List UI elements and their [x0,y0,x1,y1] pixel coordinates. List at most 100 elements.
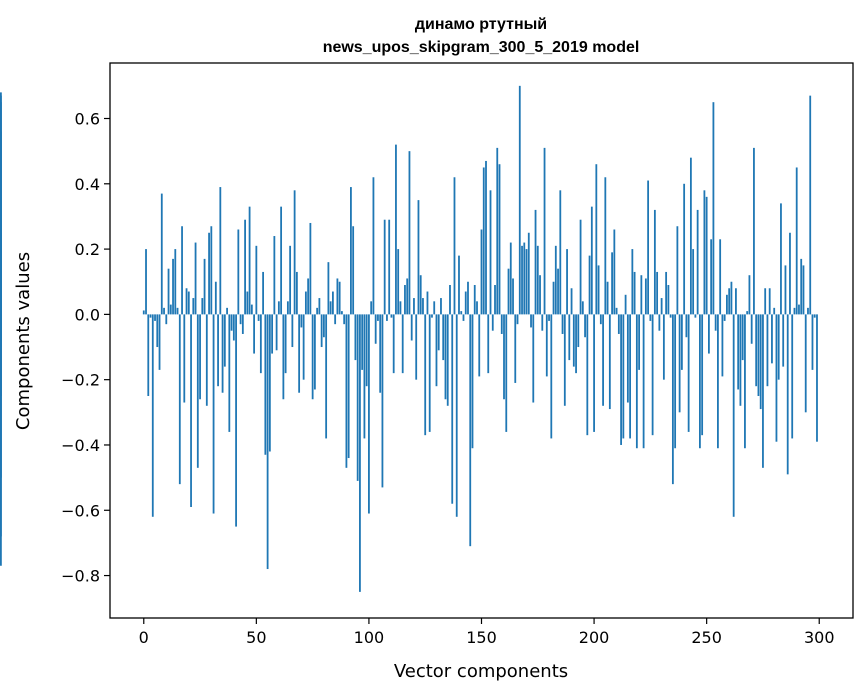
bar-80 [322,314,325,338]
bar-263 [735,288,737,315]
bar-44 [241,314,244,334]
bar-223 [644,278,647,315]
bar-98 [363,314,366,439]
bar-274 [759,314,762,410]
bar-115 [401,314,404,374]
bar-255 [717,314,719,449]
bar-260 [728,288,731,315]
bar-62 [282,314,285,400]
bar-208 [611,252,613,315]
bar-170 [525,249,528,315]
bar-130 [435,314,438,387]
y-tick-label-2: −0.4 [61,436,100,455]
bar-206 [606,281,609,315]
bar-41 [235,314,237,527]
y-tick-label-0: −0.8 [61,567,100,586]
bar-173 [532,314,535,403]
bar-82 [327,262,330,315]
bar-266 [741,314,744,361]
bar-54 [264,314,267,455]
bar-36 [223,314,226,367]
bar-193 [577,314,580,348]
bar-296 [809,95,812,315]
x-tick-label-250: 250 [691,628,722,647]
y-tick-label-3: −0.2 [61,371,100,390]
bar-258 [723,314,726,321]
bar-14 [174,249,177,315]
bar-53 [262,271,264,315]
bar-0 [142,310,145,315]
bar-15 [176,307,179,315]
bar-242 [687,314,690,432]
bar-21 [190,314,192,507]
bar-236 [674,314,677,449]
bar-182 [552,281,555,315]
bar-11 [167,268,170,315]
bar-196 [584,314,586,338]
bar-277 [766,314,769,387]
bar-undefined [0,314,2,341]
bar-194 [579,219,582,315]
bar-7 [158,314,161,370]
bar-132 [440,298,442,315]
bar-164 [512,278,514,315]
bar-213 [622,314,625,439]
bar-undefined [0,311,2,315]
bar-183 [554,245,557,315]
plot-frame [109,62,854,619]
bar-158 [498,164,501,315]
bar-293 [802,265,805,315]
bar-108 [386,314,388,321]
bar-154 [489,190,492,315]
bar-109 [388,219,391,315]
bar-156 [494,285,496,315]
bar-221 [640,275,643,315]
bar-110 [390,314,393,318]
bar-141 [460,311,463,315]
bar-174 [534,209,537,315]
bar-179 [545,314,548,377]
bar-61 [280,206,283,315]
bar-95 [356,314,359,481]
x-axis-ticks: 0 50 100 150 200 250 300 [139,618,835,647]
bar-116 [404,285,406,315]
bar-239 [680,314,683,370]
bar-20 [187,291,190,315]
bar-235 [671,314,674,485]
bar-2 [147,314,150,396]
bar-126 [426,291,429,315]
bar-23 [194,242,197,315]
bar-105 [379,314,382,393]
chart-title-line-1: динамо ртутный [415,16,547,33]
bar-104 [377,314,379,321]
bar-155 [491,314,494,331]
bar-107 [383,219,386,315]
bar-66 [291,314,294,348]
x-axis-label: Vector components [394,661,568,682]
bar-172 [530,314,532,328]
bar-175 [536,245,539,315]
bar-111 [392,314,395,374]
bar-262 [732,314,735,517]
bar-286 [786,314,789,475]
bar-26 [201,298,204,315]
bar-289 [793,307,796,315]
bar-216 [629,314,631,439]
bar-32 [214,281,217,315]
bar-71 [302,314,305,380]
bar-58 [273,236,276,315]
bar-254 [714,314,717,331]
bar-102 [372,177,375,315]
bar-125 [424,314,427,436]
bar-113 [397,249,400,315]
bar-269 [748,275,751,315]
bar-188 [566,249,568,315]
bar-144 [467,281,469,315]
bar-147 [473,285,476,315]
bar-3 [149,314,152,318]
bar-241 [685,314,688,338]
bar-75 [311,314,314,400]
bar-233 [667,285,670,315]
bar-210 [615,307,618,315]
